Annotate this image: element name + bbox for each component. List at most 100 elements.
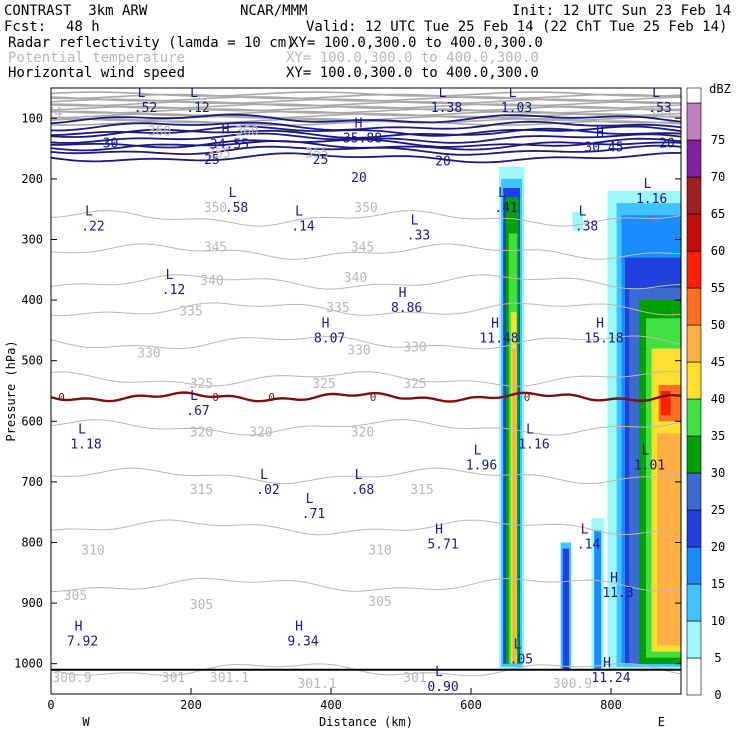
theta-upper-contour xyxy=(51,93,681,100)
theta-label: 335 xyxy=(326,301,349,316)
extremum-low-marker: L xyxy=(513,638,521,653)
y-axis-title: Pressure (hPa) xyxy=(4,340,18,441)
theta-label: 315 xyxy=(190,483,213,498)
extremum-value: 7.92 xyxy=(67,634,98,649)
wind-label: 25 xyxy=(204,153,220,168)
extremum-high-marker: H xyxy=(355,116,363,131)
extremum-value: .05 xyxy=(510,653,533,668)
extremum-value: 8.86 xyxy=(391,301,422,316)
extremum-value: .12 xyxy=(186,101,209,116)
y-tick-label: 700 xyxy=(21,475,43,489)
extremum-value: 11.24 xyxy=(591,671,630,686)
extremum-low-marker: L xyxy=(439,86,447,101)
theta-label: 305 xyxy=(64,589,87,604)
extremum-value: .14 xyxy=(577,537,601,552)
extremum-low-marker: L xyxy=(306,492,314,507)
theta-label: 330 xyxy=(347,344,370,359)
colorbar-tick-label: 60 xyxy=(711,244,725,258)
wind-contour-25 xyxy=(51,140,681,152)
extremum-value: 1.03 xyxy=(501,101,532,116)
wind-contour-30 xyxy=(51,113,681,125)
extremum-value: .52 xyxy=(134,101,157,116)
theta-label: 305 xyxy=(368,595,391,610)
extremum-value: 1.16 xyxy=(518,437,549,452)
theta-label: 301.1 xyxy=(297,677,336,692)
colorbar-swatch xyxy=(686,472,702,511)
theta-label: 355 xyxy=(207,147,230,162)
extremum-value: 8.07 xyxy=(314,331,345,346)
extremum-low-marker: L xyxy=(581,522,589,537)
freezing-line-label: 0 xyxy=(212,391,219,404)
theta-upper-contour xyxy=(51,101,681,107)
y-tick-label: 600 xyxy=(21,414,43,428)
y-tick-label: 100 xyxy=(21,111,43,125)
theta-contour-300.9 xyxy=(51,663,681,677)
y-tick-label: 500 xyxy=(21,354,43,368)
theta-label: 301 xyxy=(162,671,185,686)
wind-contour-30 xyxy=(51,120,681,132)
extremum-low-marker: L xyxy=(579,204,587,219)
theta-label: 360 xyxy=(148,124,171,139)
extremum-value: .22 xyxy=(81,219,104,234)
colorbar-tick-label: 10 xyxy=(711,614,725,628)
extremum-high-marker: H xyxy=(610,571,618,586)
extremum-value: 5.71 xyxy=(427,537,458,552)
wind-contour-20 xyxy=(51,151,681,164)
extremum-low-marker: L xyxy=(166,268,174,283)
theta-label: 350 xyxy=(204,201,227,216)
colorbar-tick-label: 30 xyxy=(711,466,725,480)
valid-time: Valid: 12 UTC Tue 25 Feb 14 (22 ChT Tue … xyxy=(306,19,728,35)
extremum-value: .14 xyxy=(291,219,315,234)
colorbar-top-cap xyxy=(686,87,702,104)
colorbar-swatch xyxy=(686,176,702,215)
extremum-low-marker: L xyxy=(295,204,303,219)
colorbar-swatch xyxy=(686,509,702,548)
refl-system-55dbz xyxy=(660,391,671,416)
extremum-value: .53 xyxy=(648,101,671,116)
colorbar-swatch xyxy=(686,620,702,659)
colorbar-swatch xyxy=(686,361,702,400)
extremum-low-marker: L xyxy=(190,86,198,101)
theta-label: 325 xyxy=(312,377,335,392)
field-wind-xy: XY= 100.0,300.0 to 400.0,300.0 xyxy=(286,65,539,81)
extremum-value: 15.18 xyxy=(584,331,623,346)
y-tick-label: 800 xyxy=(21,536,43,550)
theta-contour-330 xyxy=(51,335,681,350)
theta-label: 301 xyxy=(403,671,426,686)
extremum-value: 35.88 xyxy=(343,131,382,146)
theta-upper-contour xyxy=(51,98,681,105)
theta-contour-335 xyxy=(51,302,681,317)
extremum-high-marker: H xyxy=(596,126,604,141)
wind-contour-25 xyxy=(51,132,681,144)
y-tick-label: 300 xyxy=(21,233,43,247)
theta-contour-350 xyxy=(51,210,681,227)
theta-label: 325 xyxy=(190,377,213,392)
theta-upper-contour xyxy=(51,120,681,126)
theta-label: 320 xyxy=(249,425,272,440)
refl-cell-main-45dbz xyxy=(512,348,516,664)
extremum-low-marker: L xyxy=(498,186,506,201)
extremum-value: 1.96 xyxy=(466,459,497,474)
extremum-value: .67 xyxy=(186,404,209,419)
wind-label: 20 xyxy=(435,155,451,170)
freezing-level: 0 0 0 0 0 xyxy=(51,391,681,404)
colorbar-swatch xyxy=(686,139,702,178)
theta-label: 340 xyxy=(344,271,367,286)
wind-label: 20 xyxy=(351,171,367,186)
theta-label: 325 xyxy=(403,377,426,392)
extremum-value: 9.34 xyxy=(287,634,318,649)
colorbar-swatch xyxy=(686,287,702,326)
theta-label: 355 xyxy=(305,147,328,162)
east-label: E xyxy=(658,715,665,729)
extremum-value: .58 xyxy=(225,201,248,216)
theta-label: 385 xyxy=(648,106,671,121)
theta-label: 320 xyxy=(190,425,213,440)
extremum-low-marker: L xyxy=(85,204,93,219)
extremum-value: .12 xyxy=(162,283,185,298)
x-tick-label: 0 xyxy=(47,698,54,712)
colorbar-tick-label: 55 xyxy=(711,281,725,295)
x-tick-label: 400 xyxy=(320,698,342,712)
refl-cell-anvil-5dbz xyxy=(572,212,583,231)
